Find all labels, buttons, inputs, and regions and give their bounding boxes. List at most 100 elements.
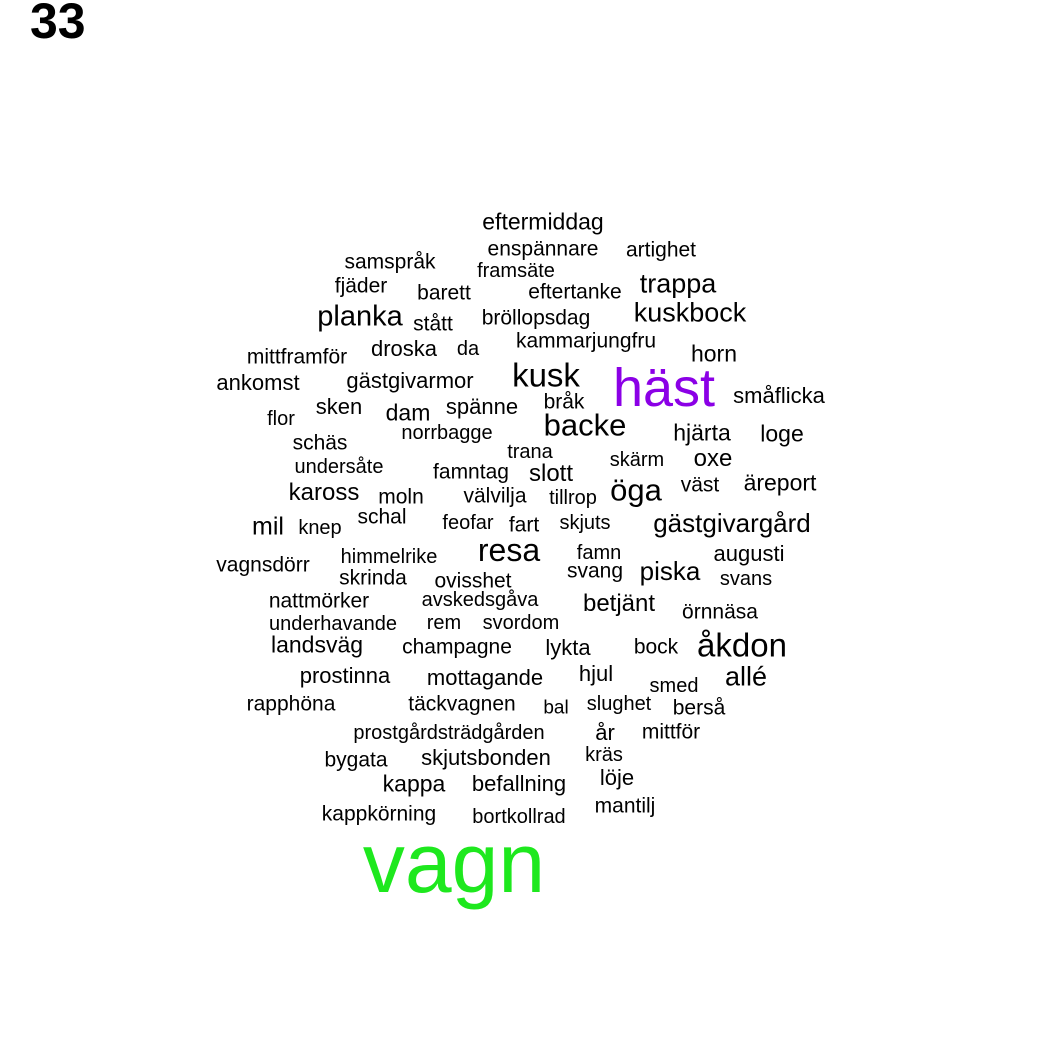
- cloud-word: bygata: [324, 748, 388, 772]
- cloud-word: eftermiddag: [482, 208, 604, 235]
- cloud-word: smed: [649, 675, 699, 697]
- cloud-word: öga: [610, 472, 662, 508]
- cloud-word: svans: [719, 568, 773, 590]
- cloud-word: prostinna: [299, 663, 391, 688]
- cloud-word: äreport: [743, 469, 817, 496]
- cloud-word: bock: [633, 635, 679, 659]
- cloud-word: spänne: [445, 394, 519, 419]
- cloud-word: skjuts: [559, 512, 611, 534]
- cloud-word: täckvagnen: [408, 692, 516, 716]
- cloud-word: bröllopsdag: [481, 306, 591, 330]
- cloud-word: feofar: [442, 512, 494, 534]
- cloud-word: kappkörning: [321, 802, 437, 826]
- cloud-word: trappa: [639, 268, 717, 299]
- cloud-word: betjänt: [582, 590, 656, 617]
- cloud-word: dam: [385, 399, 431, 426]
- cloud-word: bal: [543, 697, 569, 719]
- cloud-word: droska: [370, 336, 438, 361]
- cloud-word: framsäte: [477, 260, 555, 282]
- cloud-word: schal: [357, 505, 407, 529]
- cloud-word: fjäder: [334, 274, 388, 298]
- cloud-word: landsväg: [270, 631, 364, 658]
- cloud-word: backe: [543, 407, 627, 443]
- cloud-word: da: [456, 338, 480, 360]
- cloud-word: skjutsbonden: [421, 745, 551, 770]
- cloud-word: slott: [528, 460, 574, 487]
- cloud-word: lykta: [545, 635, 591, 660]
- cloud-word: moln: [378, 485, 424, 509]
- cloud-word: kammarjungfru: [515, 329, 657, 353]
- cloud-word: famntag: [433, 460, 509, 484]
- cloud-word: planka: [317, 300, 403, 333]
- cloud-word: slughet: [586, 693, 652, 715]
- cloud-word: sken: [315, 394, 363, 419]
- cloud-word: småflicka: [733, 383, 825, 408]
- cloud-word: trana: [507, 441, 553, 463]
- cloud-word: flor: [267, 408, 295, 430]
- cloud-word: ovisshet: [434, 569, 512, 593]
- cloud-word: vagnsdörr: [216, 553, 310, 577]
- cloud-word: champagne: [402, 635, 512, 659]
- page-number: 33: [30, 0, 86, 49]
- cloud-word: väst: [680, 473, 720, 497]
- cloud-word: hjul: [578, 661, 614, 686]
- cloud-word: himmelrike: [340, 546, 438, 568]
- cloud-word: ankomst: [216, 370, 300, 395]
- cloud-word: horn: [690, 340, 738, 367]
- cloud-word: hjärta: [673, 419, 731, 446]
- cloud-word: loge: [760, 420, 804, 447]
- highlighted-word: häst: [612, 358, 716, 418]
- cloud-word: berså: [672, 696, 726, 720]
- cloud-word: rem: [426, 612, 462, 634]
- cloud-word: stått: [413, 312, 453, 336]
- cloud-word: schäs: [292, 431, 348, 455]
- cloud-word: barett: [417, 281, 471, 305]
- cloud-word: mittframför: [246, 345, 348, 369]
- cloud-word: rapphöna: [246, 692, 336, 716]
- cloud-word: svordom: [482, 612, 560, 634]
- cloud-word: örnnäsa: [682, 600, 758, 624]
- cloud-word: kappa: [382, 770, 446, 797]
- cloud-word: avskedsgåva: [421, 589, 539, 611]
- cloud-word: befallning: [471, 771, 567, 796]
- cloud-word: mil: [252, 512, 284, 541]
- cloud-word: välvilja: [463, 484, 527, 508]
- cloud-word: prostgårdsträdgården: [353, 722, 545, 744]
- cloud-word: kuskbock: [633, 297, 747, 328]
- cloud-word: skrinda: [339, 566, 407, 590]
- cloud-word: bråk: [543, 390, 585, 414]
- cloud-word: skärm: [609, 449, 665, 471]
- cloud-word: nattmörker: [268, 589, 370, 613]
- cloud-word: kaross: [288, 479, 360, 506]
- cloud-word: norrbagge: [401, 422, 493, 444]
- cloud-word: famn: [576, 542, 622, 564]
- cloud-word: enspännare: [487, 237, 599, 261]
- cloud-word: åkdon: [697, 626, 787, 664]
- cloud-word: knep: [298, 517, 342, 539]
- cloud-word: år: [595, 720, 615, 745]
- cloud-word: löje: [599, 765, 635, 790]
- cloud-word: allé: [724, 661, 768, 692]
- cloud-word: resa: [477, 532, 541, 568]
- cloud-word: mottagande: [426, 665, 544, 690]
- highlighted-word: vagn: [362, 816, 546, 910]
- cloud-word: mittför: [641, 720, 701, 744]
- cloud-word: artighet: [625, 238, 697, 262]
- cloud-word: oxe: [693, 445, 733, 472]
- cloud-word: eftertanke: [528, 280, 622, 304]
- cloud-word: fart: [508, 513, 540, 537]
- cloud-word: undersåte: [294, 456, 384, 478]
- cloud-word: kräs: [585, 744, 623, 766]
- cloud-word: samspråk: [344, 250, 436, 274]
- cloud-word: kusk: [512, 356, 580, 394]
- cloud-word: bortkollrad: [472, 806, 566, 828]
- cloud-word: svang: [566, 559, 624, 583]
- cloud-word: underhavande: [269, 613, 397, 635]
- cloud-word: gästgivarmor: [346, 368, 474, 393]
- cloud-word: mantilj: [594, 794, 656, 818]
- cloud-word: tillrop: [549, 487, 597, 509]
- cloud-word: augusti: [713, 541, 785, 566]
- cloud-word: gästgivargård: [653, 508, 811, 538]
- cloud-word: piska: [639, 556, 701, 586]
